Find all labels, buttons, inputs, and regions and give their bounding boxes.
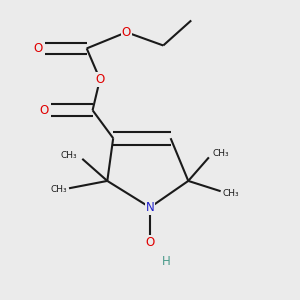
- Text: O: O: [122, 26, 131, 39]
- Text: CH₃: CH₃: [50, 185, 67, 194]
- Text: CH₃: CH₃: [61, 152, 77, 160]
- Text: N: N: [146, 201, 154, 214]
- Text: O: O: [39, 104, 49, 117]
- Text: O: O: [34, 42, 43, 55]
- Text: CH₃: CH₃: [212, 149, 229, 158]
- Text: CH₃: CH₃: [223, 189, 239, 198]
- Text: O: O: [95, 73, 105, 86]
- Text: O: O: [146, 236, 154, 249]
- Text: H: H: [162, 255, 171, 268]
